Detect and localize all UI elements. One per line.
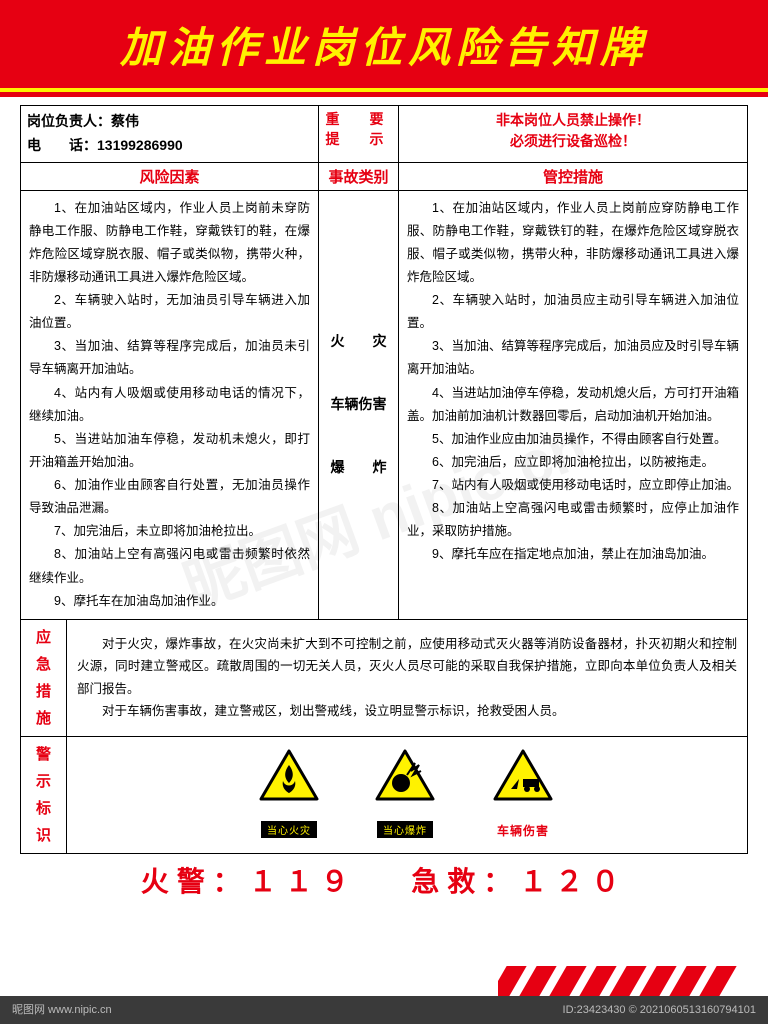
risk-item: 7、加完油后，未立即将加油枪拉出。 [29,520,310,543]
safety-poster: 加油作业岗位风险告知牌 岗位负责人：蔡伟 电 话：13199286990 重 要… [0,0,768,1024]
responsible-label: 岗位负责人： [27,113,111,129]
control-cell: 1、在加油站区域内，作业人员上岗前应穿防静电工作服、防静电工作鞋，穿戴铁钉的鞋，… [399,190,748,619]
emergency-text: 对于火灾，爆炸事故，在火灾尚未扩大到不可控制之前，应使用移动式灭火器等消防设备器… [67,619,748,736]
tip-label-1: 重 要 [326,111,392,127]
sign-caption: 车辆伤害 [491,821,555,840]
warning-triangle-icon [493,749,553,801]
main-table: 岗位负责人：蔡伟 电 话：13199286990 重 要 提 示 非本岗位人员禁… [20,105,748,854]
col-risk: 风险因素 [21,162,319,190]
control-item: 4、当进站加油停车停稳，发动机熄火后，方可打开油箱盖。加油前加油机计数器回零后，… [407,382,739,428]
warning-triangle-icon [259,749,319,801]
risk-item: 5、当进站加油车停稳，发动机未熄火，即打开油箱盖开始加油。 [29,428,310,474]
poster-title: 加油作业岗位风险告知牌 [0,14,768,75]
tip-label-2: 提 示 [326,131,392,147]
tip-text-2: 必须进行设备巡检！ [510,133,636,149]
control-item: 5、加油作业应由加油员操作，不得由顾客自行处置。 [407,428,739,451]
sign-row: 警示标识 当心火灾 当心爆炸 车辆伤害 [21,736,748,853]
phone-label: 电 话： [27,137,97,153]
col-accident: 事故类别 [319,162,399,190]
control-item: 9、摩托车应在指定地点加油，禁止在加油岛加油。 [407,543,739,566]
warning-sign: 车辆伤害 [491,749,555,840]
emergency-row: 应急措施 对于火灾，爆炸事故，在火灾尚未扩大到不可控制之前，应使用移动式灭火器等… [21,619,748,736]
hotline-row: 火警：１１９ 急救：１２０ [20,854,748,902]
emergency-label: 应急措施 [21,619,67,736]
title-bar: 加油作业岗位风险告知牌 [0,0,768,87]
responsible-name: 蔡伟 [111,113,139,129]
emergency-p2: 对于车辆伤害事故，建立警戒区，划出警戒线，设立明显警示标识，抢救受困人员。 [77,700,737,723]
sign-label: 警示标识 [21,736,67,853]
signs-cell: 当心火灾 当心爆炸 车辆伤害 [67,736,748,853]
risk-item: 3、当加油、结算等程序完成后，加油员未引导车辆离开加油站。 [29,335,310,381]
tip-text-cell: 非本岗位人员禁止操作！ 必须进行设备巡检！ [399,106,748,163]
risk-item: 4、站内有人吸烟或使用移动电话的情况下，继续加油。 [29,382,310,428]
control-item: 7、站内有人吸烟或使用移动电话时，应立即停止加油。 [407,474,739,497]
body-row: 1、在加油站区域内，作业人员上岗前未穿防静电工作服、防静电工作鞋，穿戴铁钉的鞋，… [21,190,748,619]
sign-caption: 当心爆炸 [377,821,433,838]
accident-cell: 火 灾车辆伤害爆 炸 [319,190,399,619]
control-item: 1、在加油站区域内，作业人员上岗前应穿防静电工作服、防静电工作鞋，穿戴铁钉的鞋，… [407,197,739,290]
fire-hotline: 火警：１１９ [141,866,357,897]
control-item: 8、加油站上空高强闪电或雷击频繁时，应停止加油作业，采取防护措施。 [407,497,739,543]
rescue-hotline: 急救：１２０ [411,866,627,897]
warning-triangle-icon [375,749,435,801]
emergency-p1: 对于火灾，爆炸事故，在火灾尚未扩大到不可控制之前，应使用移动式灭火器等消防设备器… [77,633,737,701]
chevron-decor [498,966,758,996]
footer-site: 昵图网 www.nipic.cn [12,1004,112,1016]
warning-sign: 当心火灾 [259,749,319,839]
control-item: 6、加完油后，应立即将加油枪拉出，以防被拖走。 [407,451,739,474]
accident-type: 火 灾 [325,310,392,373]
footer-meta: ID:23423430 © 2021060513160794101 [563,996,756,1024]
phone-value: 13199286990 [97,137,183,153]
footer-bar: 昵图网 www.nipic.cn ID:23423430 © 202106051… [0,996,768,1024]
risk-item: 9、摩托车在加油岛加油作业。 [29,590,310,613]
control-item: 3、当加油、结算等程序完成后，加油员应及时引导车辆离开加油站。 [407,335,739,381]
sign-caption: 当心火灾 [261,821,317,838]
warning-sign: 当心爆炸 [375,749,435,839]
info-row: 岗位负责人：蔡伟 电 话：13199286990 重 要 提 示 非本岗位人员禁… [21,106,748,163]
accident-type: 车辆伤害 [325,373,392,436]
risk-item: 1、在加油站区域内，作业人员上岗前未穿防静电工作服、防静电工作鞋，穿戴铁钉的鞋，… [29,197,310,290]
column-header-row: 风险因素 事故类别 管控措施 [21,162,748,190]
risk-cell: 1、在加油站区域内，作业人员上岗前未穿防静电工作服、防静电工作鞋，穿戴铁钉的鞋，… [21,190,319,619]
tip-label-cell: 重 要 提 示 [319,106,399,163]
content-area: 岗位负责人：蔡伟 电 话：13199286990 重 要 提 示 非本岗位人员禁… [0,97,768,902]
risk-item: 6、加油作业由顾客自行处置，无加油员操作导致油品泄漏。 [29,474,310,520]
accident-type: 爆 炸 [325,436,392,499]
control-item: 2、车辆驶入站时，加油员应主动引导车辆进入加油位置。 [407,289,739,335]
tip-text-1: 非本岗位人员禁止操作！ [496,112,650,128]
risk-item: 2、车辆驶入站时，无加油员引导车辆进入加油位置。 [29,289,310,335]
col-control: 管控措施 [399,162,748,190]
risk-item: 8、加油站上空有高强闪电或雷击频繁时依然继续作业。 [29,543,310,589]
responsible-cell: 岗位负责人：蔡伟 电 话：13199286990 [21,106,319,163]
